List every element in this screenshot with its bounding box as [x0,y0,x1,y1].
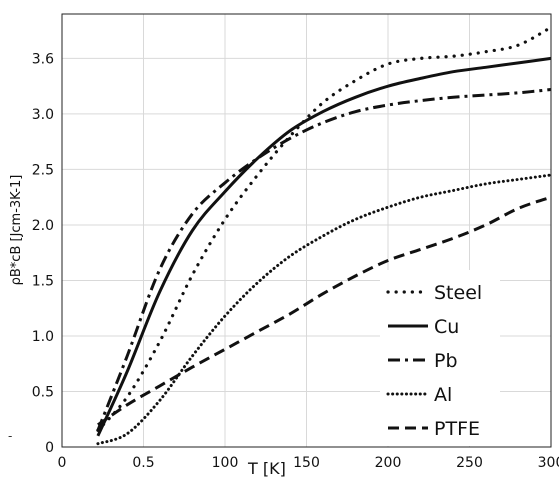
stray-dash-mark: - [8,429,12,443]
x-tick-label: 300 [538,455,559,471]
y-tick-label: 2.0 [32,218,54,234]
y-tick-label: 2.5 [32,162,54,178]
x-tick-label: 250 [456,455,483,471]
legend-label-al: Al [434,384,452,406]
legend-label-steel: Steel [434,282,482,304]
grid [62,14,552,447]
legend: Steel Cu Pb Al PTFE [380,270,500,446]
y-tick-label: 1.5 [32,273,54,289]
x-tick-label: 0.5 [132,455,154,471]
legend-background [380,270,500,446]
y-axis-ticks: 0 0.5 1.0 1.5 2.0 2.5 3.0 3.6 [32,51,54,456]
y-tick-label: 0.5 [32,384,54,400]
y-axis-label: ρB*cB [Jcm-3K-1] [9,175,24,286]
y-tick-label: 0 [45,440,54,456]
series-line-steel [96,25,553,432]
series-line-pb [96,88,552,431]
plot-frame [61,13,552,448]
x-axis-ticks: 0 0.5 100 150 200 250 300 [58,455,559,471]
series-line-ptfe [97,195,552,427]
legend-label-pb: Pb [434,350,458,372]
y-tick-label: 1.0 [32,329,54,345]
legend-label-ptfe: PTFE [434,418,480,440]
x-tick-label: 0 [58,455,67,471]
y-tick-label: 3.6 [32,51,54,67]
series-line-cu [96,56,552,437]
x-tick-label: 200 [375,455,402,471]
legend-label-cu: Cu [434,316,459,338]
x-tick-label: 150 [293,455,320,471]
x-axis-label: T [K] [247,459,286,478]
y-tick-label: 3.0 [32,107,54,123]
x-tick-label: 100 [212,455,239,471]
series-lines [96,25,553,446]
series-line-al [96,173,553,446]
